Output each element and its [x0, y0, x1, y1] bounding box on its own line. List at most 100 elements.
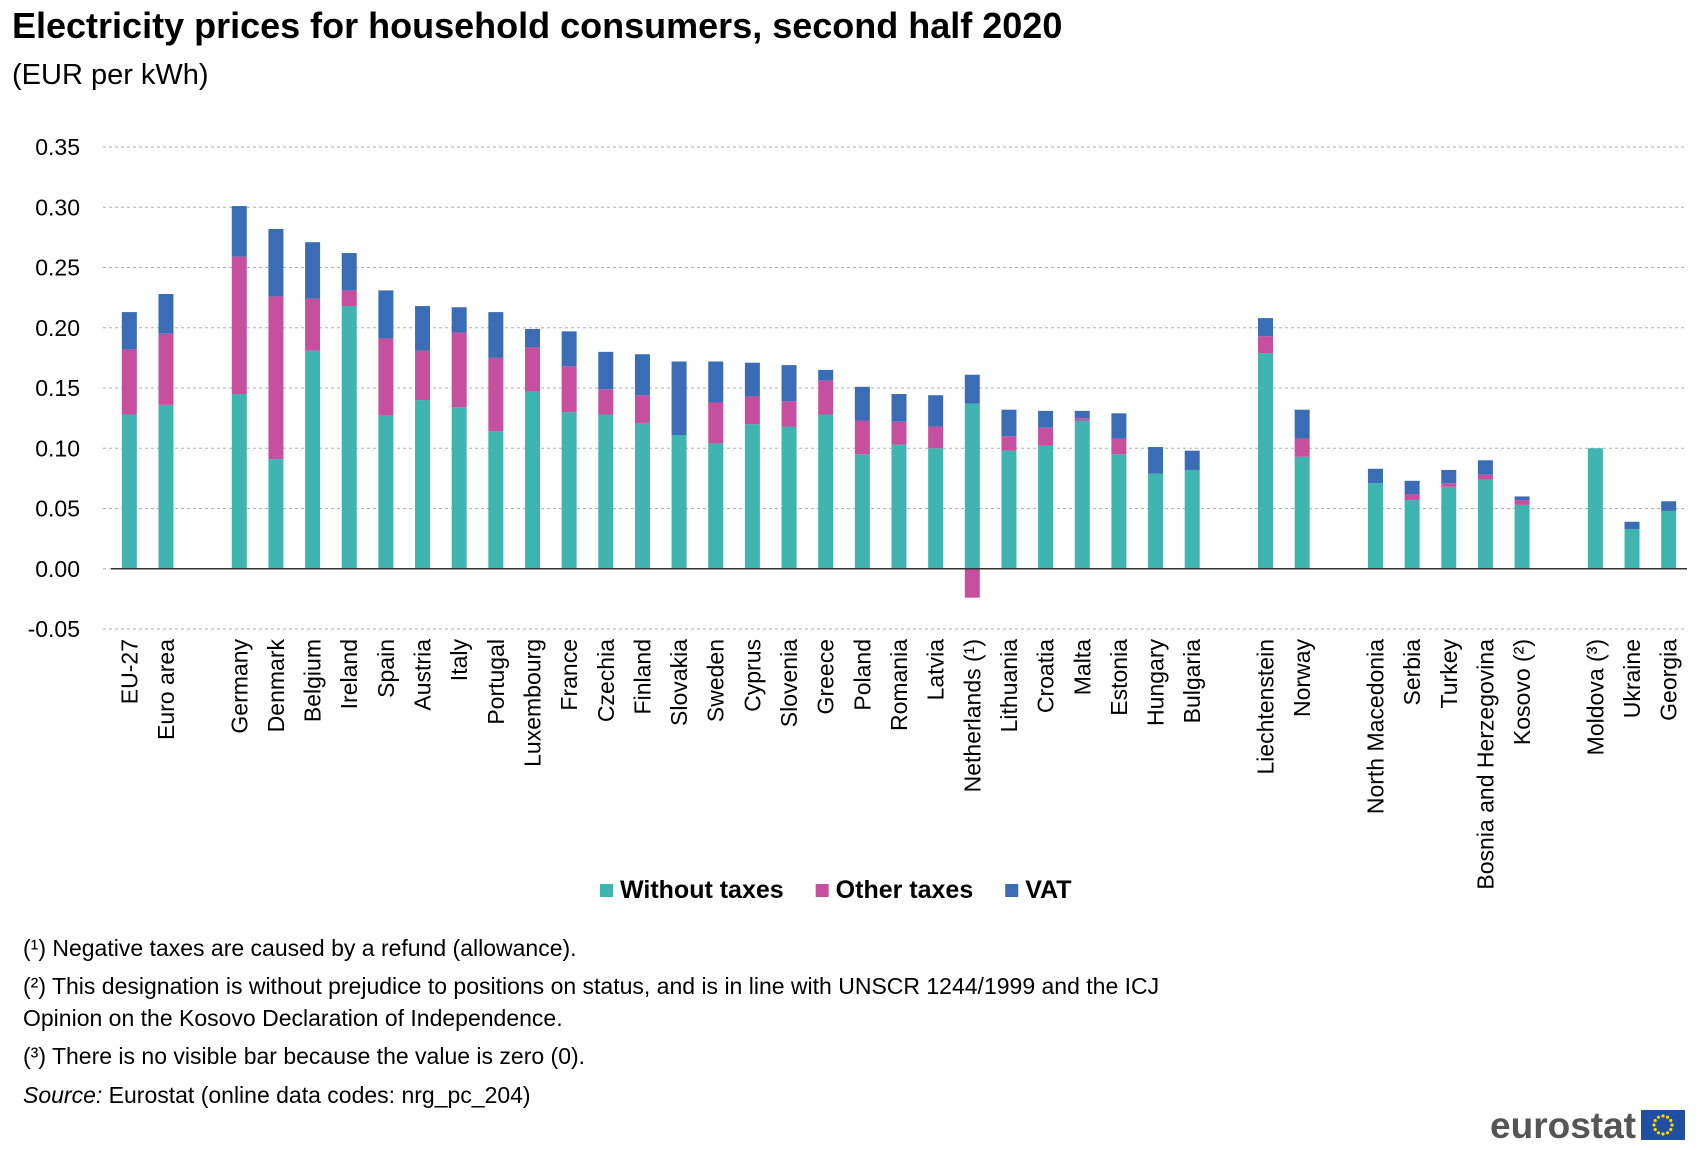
source-text: Eurostat (online data codes: nrg_pc_204) [109, 1082, 531, 1108]
bar-segment [524, 391, 540, 569]
bar-segment [634, 422, 650, 569]
bar-segment [1514, 496, 1530, 501]
bar-segment [1624, 528, 1640, 569]
bar-segment [231, 256, 247, 395]
x-tick-label: Slovakia [666, 639, 692, 726]
x-tick-label: Serbia [1399, 639, 1425, 706]
y-tick-label: 0.30 [35, 194, 80, 220]
x-tick-label: EU-27 [116, 639, 142, 704]
bar-segment [708, 361, 724, 403]
x-tick-label: Portugal [483, 639, 509, 725]
x-tick-label: Cyprus [739, 639, 765, 712]
bar-segment [1184, 469, 1200, 569]
bar-segment [1477, 474, 1493, 480]
x-tick-label: Bosnia and Herzegovina [1472, 639, 1498, 890]
y-tick-label: 0.05 [35, 496, 80, 522]
bar-segment [1111, 413, 1127, 439]
bar-segment [1477, 479, 1493, 569]
bar-segment [781, 426, 797, 569]
x-tick-label: France [556, 639, 582, 711]
bar-segment [451, 332, 467, 408]
bar-segment [964, 568, 980, 598]
bar-segment [928, 426, 944, 449]
bar-segment [305, 242, 321, 299]
x-tick-label: Moldova (³) [1582, 639, 1608, 755]
bar-segment [1441, 469, 1457, 484]
bar-segment [671, 361, 687, 435]
x-tick-label: Ireland [336, 639, 362, 709]
bar-segment [1074, 420, 1090, 569]
bar-segment [818, 369, 834, 381]
x-tick-label: Bulgaria [1179, 639, 1205, 724]
bar-segment [451, 307, 467, 333]
bar-segment [268, 296, 284, 460]
bar-segment [781, 401, 797, 427]
bar-segment [1074, 418, 1090, 421]
bar-segment [744, 396, 760, 425]
footnote: Opinion on the Kosovo Declaration of Ind… [23, 1005, 563, 1031]
footnote: (¹) Negative taxes are caused by a refun… [23, 935, 577, 961]
bar-segment [1148, 447, 1164, 474]
bar-segment [561, 331, 577, 367]
bar-segment [1404, 480, 1420, 495]
bar-segment [1258, 353, 1274, 569]
bar-segment [634, 354, 650, 396]
bar-segment [1587, 448, 1603, 569]
bar-segment [891, 394, 907, 422]
bar-segment [1404, 494, 1420, 501]
flag-star [1653, 1127, 1657, 1132]
y-tick-label: 0.15 [35, 375, 80, 401]
bar-segment [1624, 521, 1640, 529]
bar-segment [891, 421, 907, 445]
bar-segment [341, 253, 357, 291]
bar-segment [158, 333, 174, 405]
bar-segment [341, 290, 357, 307]
bar-segment [305, 298, 321, 351]
legend-swatch [1005, 884, 1019, 897]
y-tick-label: 0.20 [35, 315, 80, 341]
x-tick-label: Finland [629, 639, 655, 714]
bar-segment [305, 350, 321, 569]
bar-segment [158, 404, 174, 569]
bar-segment [708, 443, 724, 569]
bar-segment [1001, 409, 1017, 437]
bar-segment [231, 206, 247, 257]
bar-segment [1074, 410, 1090, 419]
flag-star [1661, 1114, 1665, 1118]
bar-segment [744, 424, 760, 569]
flag-star [1670, 1123, 1674, 1127]
bar-segment [964, 403, 980, 569]
flag-star [1669, 1127, 1673, 1132]
bar-segment [451, 407, 467, 569]
bar-segment [1294, 438, 1310, 457]
x-tick-label: Germany [226, 639, 252, 734]
bar-segment [1258, 336, 1274, 354]
flag-star [1661, 1132, 1665, 1136]
x-tick-label: Slovenia [776, 639, 802, 727]
source-label: Source: [23, 1082, 102, 1108]
x-tick-label: Norway [1289, 639, 1315, 717]
flag-star [1665, 1131, 1670, 1135]
bar-segment [634, 395, 650, 423]
bar-segment [415, 400, 431, 569]
x-tick-label: Czechia [593, 639, 619, 722]
footnote: (³) There is no visible bar because the … [23, 1043, 585, 1069]
bar-segment [854, 386, 870, 421]
bar-segment [415, 350, 431, 401]
bar-segment [671, 434, 687, 569]
x-tick-label: Romania [886, 639, 912, 731]
logo-text: eurostat [1490, 1105, 1636, 1146]
x-tick-label: Lithuania [996, 639, 1022, 733]
y-tick-label: -0.05 [28, 616, 80, 642]
bar-segment [158, 294, 174, 334]
y-tick-label: 0.35 [35, 134, 80, 160]
bar-segment [781, 365, 797, 402]
flag-star [1656, 1131, 1661, 1135]
flag-star [1665, 1115, 1670, 1119]
bar-segment [488, 312, 504, 358]
bar-segment [1477, 460, 1493, 475]
bar-segment [1441, 486, 1457, 569]
x-tick-label: Turkey [1436, 639, 1462, 709]
